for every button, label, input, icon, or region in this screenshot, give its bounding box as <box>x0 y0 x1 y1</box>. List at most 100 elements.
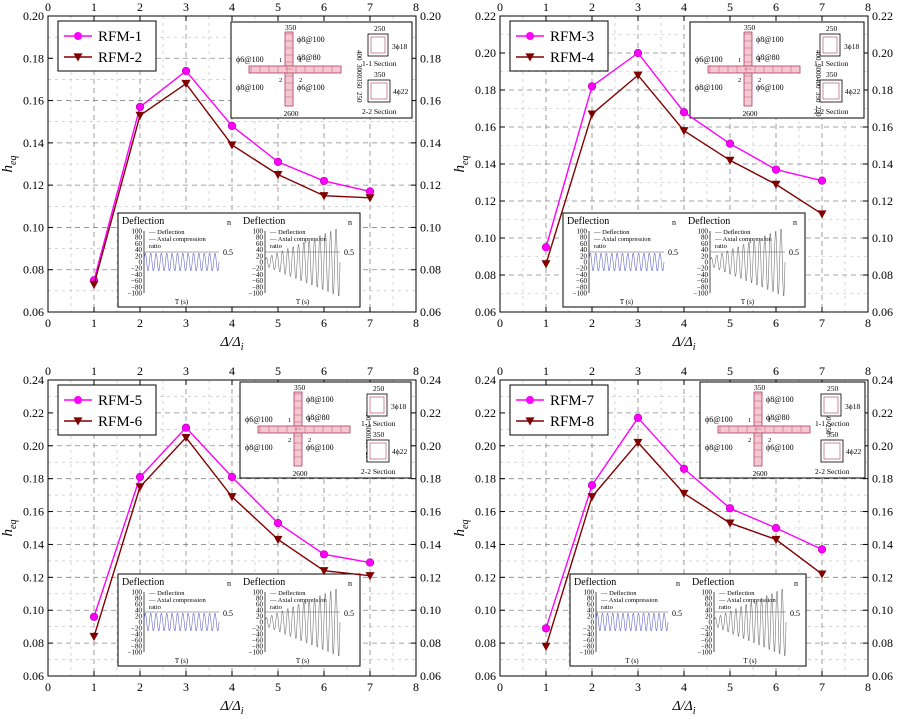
inset-legend-deflection: — Deflection <box>593 229 630 236</box>
x-tick-label: 5 <box>727 680 733 694</box>
y-tick-label: 0.14 <box>475 537 496 551</box>
dim-label: 350 <box>754 383 766 392</box>
data-point-RFM-6 <box>135 483 145 492</box>
x-tick-label: 5 <box>727 316 733 330</box>
legend: RFM-5 RFM-6 <box>57 384 157 436</box>
y-tick-label-right: 0.06 <box>420 669 441 683</box>
legend-marker <box>74 396 82 404</box>
inset-legend-axial: — Axial compression <box>718 597 776 604</box>
x-tick-label: 2 <box>137 680 143 694</box>
y-tick-label-right: 0.22 <box>872 9 893 23</box>
inset-y-tick-label: 20 <box>580 252 588 260</box>
y-tick-label-right: 0.16 <box>872 505 893 519</box>
legend-marker <box>74 32 82 40</box>
inset-x-label: T (s) <box>175 298 189 306</box>
x-tick-label-top: 2 <box>589 0 595 14</box>
inset-y-tick-label: 20 <box>135 252 143 260</box>
inset-y-tick-label: 20 <box>256 252 264 260</box>
inset-n-label: n <box>672 218 676 227</box>
inset-specimen: ϕ6@100ϕ8@100ϕ8@80ϕ8@100ϕ6@10035026004003… <box>239 381 412 479</box>
y-tick-label: 0.18 <box>475 472 496 486</box>
section-label: 2-2 Section <box>815 467 850 476</box>
section-2-2-stirrup <box>823 442 841 460</box>
legend-label: RFM-1 <box>98 29 142 45</box>
data-point-RFM-5 <box>365 558 375 567</box>
inset-y-tick-label: −80 <box>252 283 263 291</box>
inset-legend-deflection: — Deflection <box>718 590 755 597</box>
inset-n-label: n <box>793 218 797 227</box>
data-point-RFM-8 <box>633 438 643 447</box>
inset-y-tick-label: −100 <box>573 290 588 298</box>
x-tick-label: 8 <box>413 316 419 330</box>
y-tick-label-right: 0.16 <box>872 120 893 134</box>
inset-n-value: 0.5 <box>223 248 233 257</box>
dim-label: 350 <box>827 430 839 439</box>
x-tick-label: 3 <box>635 680 641 694</box>
inset-n-label: n <box>348 579 352 588</box>
x-tick-label: 6 <box>321 680 327 694</box>
dim-label: 350 <box>373 430 385 439</box>
dim-label: 3000 <box>355 64 363 79</box>
section-label: 2-2 Section <box>361 467 396 476</box>
data-point-RFM-5 <box>181 423 191 432</box>
y-tick-label-right: 0.18 <box>872 83 893 97</box>
x-tick-label-top: 1 <box>543 364 549 378</box>
section-1-1-stirrup <box>369 396 385 414</box>
legend-marker <box>73 417 83 426</box>
x-tick-label-top: 3 <box>183 0 189 14</box>
inset-y-tick-label: 0 <box>260 619 264 627</box>
dim-label: 2600 <box>753 469 768 478</box>
inset-y-tick-label: 40 <box>135 246 143 254</box>
y-axis-title: heq <box>452 520 471 537</box>
inset-title: Deflection <box>688 216 730 227</box>
section-1-1-stirrup <box>822 36 838 54</box>
legend: RFM-3 RFM-4 <box>509 20 609 72</box>
legend-marker <box>526 32 534 40</box>
section-1-1-shape <box>819 33 841 57</box>
y-axis-title: heq <box>0 156 19 173</box>
inset-y-tick-label: 20 <box>256 613 264 621</box>
inset-y-tick-label: 40 <box>256 246 264 254</box>
x-tick-label: 0 <box>45 316 51 330</box>
x-tick-label-top: 4 <box>681 0 687 14</box>
x-tick-label-top: 1 <box>91 0 97 14</box>
rebar-label: ϕ6@100 <box>705 415 733 424</box>
data-point-RFM-3 <box>817 176 827 185</box>
section-mark: 2 <box>279 77 282 84</box>
y-tick-label: 0.06 <box>23 669 44 683</box>
section-mark: 1 <box>299 57 302 64</box>
data-point-RFM-1 <box>227 121 237 131</box>
inset-signal <box>264 228 341 297</box>
x-tick-label-top: 6 <box>773 364 779 378</box>
inset-y-tick-label: −60 <box>583 637 594 645</box>
y-tick-label: 0.10 <box>23 220 44 234</box>
inset-n-label: n <box>348 218 352 227</box>
data-point-RFM-4 <box>725 156 735 165</box>
inset-n-value: 0.5 <box>344 609 354 618</box>
inset-y-tick-label: −40 <box>252 271 263 279</box>
data-point-RFM-2 <box>319 192 329 201</box>
x-tick-label-top: 7 <box>367 364 373 378</box>
inset-legend-ratio: ratio <box>270 243 282 250</box>
inset-y-tick-label: 100 <box>698 228 709 236</box>
inset-y-tick-label: 80 <box>580 234 588 242</box>
y-tick-label: 0.22 <box>475 9 496 23</box>
inset-signal <box>143 253 220 271</box>
x-tick-label-top: 2 <box>589 364 595 378</box>
inset-y-tick-label: 0 <box>139 619 143 627</box>
x-tick-label: 8 <box>865 680 871 694</box>
inset-legend-ratio: ratio <box>594 243 606 250</box>
inset-title: Deflection <box>243 577 285 588</box>
section-mark: 1 <box>768 417 771 424</box>
y-tick-label-right: 0.08 <box>420 636 441 650</box>
inset-deflection: Deflection100806040200−20−40−60−80−100— … <box>117 212 361 308</box>
y-tick-label: 0.16 <box>23 94 44 108</box>
section-mark: 2 <box>308 437 311 444</box>
inset-y-tick-label: 20 <box>701 252 709 260</box>
inset-legend-ratio: ratio <box>270 604 282 611</box>
inset-y-tick-label: −100 <box>249 290 264 298</box>
y-tick-label: 0.12 <box>23 178 44 192</box>
rebar-label: ϕ8@80 <box>297 53 321 62</box>
